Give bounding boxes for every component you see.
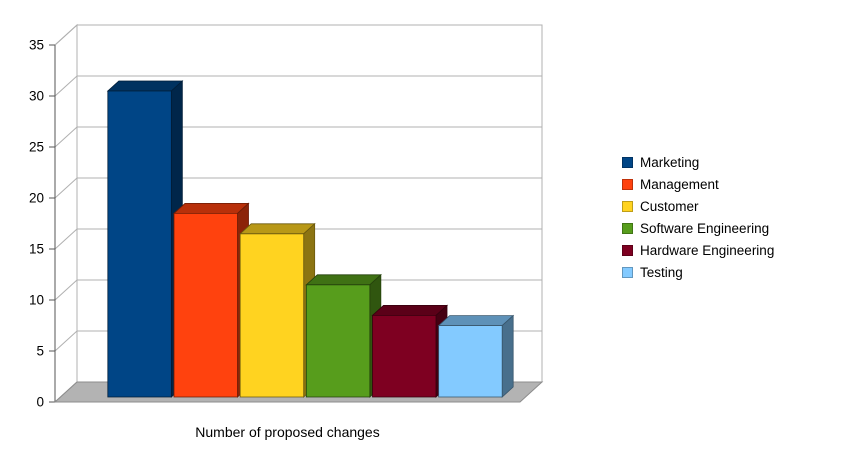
- legend-item-customer: Customer: [622, 195, 774, 217]
- legend-color-key-icon: [622, 244, 633, 256]
- legend-label: Marketing: [640, 154, 700, 170]
- x-axis-title: Number of proposed changes: [195, 424, 380, 440]
- legend-label: Management: [640, 176, 719, 192]
- svg-text:25: 25: [29, 140, 44, 155]
- legend-label: Testing: [640, 264, 683, 280]
- svg-text:0: 0: [36, 395, 44, 410]
- legend-item-testing: Testing: [622, 261, 774, 283]
- legend-color-key-icon: [622, 222, 633, 234]
- legend-color-key-icon: [622, 200, 633, 212]
- legend-item-management: Management: [622, 173, 774, 195]
- legend-label: Software Engineering: [640, 220, 770, 236]
- legend-item-software-engineering: Software Engineering: [622, 217, 774, 239]
- legend-item-marketing: Marketing: [622, 151, 774, 173]
- legend-label: Hardware Engineering: [640, 242, 775, 258]
- legend-label: Customer: [640, 198, 699, 214]
- svg-text:30: 30: [29, 89, 44, 104]
- legend-color-key-icon: [622, 266, 633, 278]
- svg-text:5: 5: [36, 344, 44, 359]
- legend-color-key-icon: [622, 178, 633, 190]
- svg-text:35: 35: [29, 38, 44, 53]
- svg-text:10: 10: [29, 293, 44, 308]
- legend-item-hardware-engineering: Hardware Engineering: [622, 239, 774, 261]
- legend-color-key-icon: [622, 156, 633, 168]
- legend: Marketing Management Customer Software E…: [622, 151, 774, 283]
- svg-text:20: 20: [29, 191, 44, 206]
- svg-text:15: 15: [29, 242, 44, 257]
